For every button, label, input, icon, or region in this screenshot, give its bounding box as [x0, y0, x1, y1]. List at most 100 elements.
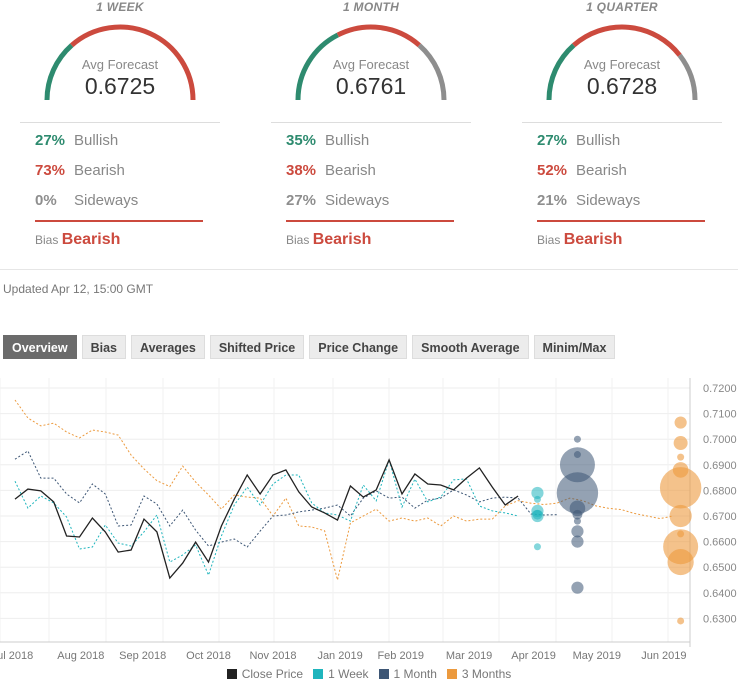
forecast-panel-1-month: 1 MONTH Avg Forecast 0.6761 35% Bullish 3…: [251, 0, 502, 270]
tab-shifted-price[interactable]: Shifted Price: [209, 335, 305, 359]
series-line-week: [14, 458, 519, 577]
sideways-label: Sideways: [325, 192, 390, 209]
panel-title: 1 QUARTER: [586, 0, 658, 14]
bullish-label: Bullish: [576, 132, 621, 149]
sideways-label: Sideways: [576, 192, 641, 209]
bearish-label: Bearish: [325, 162, 376, 179]
bearish-row: 38% Bearish: [286, 161, 376, 181]
x-tick-label: Jun 2019: [641, 650, 686, 662]
sideways-row: 21% Sideways: [537, 191, 640, 211]
avg-forecast-value: 0.6725: [84, 73, 156, 99]
y-tick-label: 0.6900: [703, 460, 737, 472]
forecast-bubble-month: [571, 525, 584, 538]
bearish-pct: 73%: [35, 162, 66, 179]
forecast-bubble-month: [556, 472, 599, 514]
bearish-row: 73% Bearish: [35, 161, 125, 181]
sideways-row: 27% Sideways: [286, 191, 389, 211]
tab-overview[interactable]: Overview: [3, 335, 77, 359]
bullish-label: Bullish: [325, 132, 370, 149]
sideways-pct: 21%: [537, 192, 568, 209]
series-line-close: [14, 458, 519, 580]
updated-timestamp: Updated Apr 12, 15:00 GMT: [3, 282, 154, 296]
bearish-arc: [336, 24, 421, 48]
tab-minim-max[interactable]: Minim/Max: [533, 335, 616, 359]
tab-price-change[interactable]: Price Change: [309, 335, 408, 359]
chart-legend: Close Price 1 Week 1 Month 3 Months: [0, 667, 738, 681]
legend-item-close[interactable]: Close Price: [226, 667, 304, 681]
bias-label: Bias: [286, 233, 310, 247]
bullish-arc: [44, 43, 74, 101]
y-tick-label: 0.6500: [703, 562, 737, 574]
forecast-bubble-months3: [667, 548, 694, 576]
sentiment-gauge: [44, 24, 196, 101]
section-divider: [0, 269, 738, 270]
avg-forecast-label: Avg Forecast: [81, 57, 159, 72]
tab-smooth-average[interactable]: Smooth Average: [412, 335, 529, 359]
x-tick-label: Jul 2018: [0, 650, 33, 662]
x-tick-label: Apr 2019: [511, 650, 556, 662]
bias-underline: [286, 220, 454, 222]
legend-label: Close Price: [241, 667, 304, 681]
sideways-arc: [417, 43, 447, 101]
sideways-arc: [677, 53, 698, 101]
x-tick-label: Sep 2018: [119, 650, 166, 662]
series-line-months3: [14, 399, 673, 581]
x-tick-label: Nov 2018: [249, 650, 296, 662]
y-tick-label: 0.7200: [703, 383, 737, 395]
series-line-month: [14, 450, 557, 548]
forecast-chart: 0.7200 0.7100 0.7000 0.6900 0.6800 0.6700 0.66…: [0, 378, 737, 662]
forecast-bubble-month: [573, 435, 581, 443]
x-tick-label: Jan 2019: [317, 650, 362, 662]
sentiment-gauge: [295, 24, 447, 101]
y-tick-label: 0.6600: [703, 537, 737, 549]
forecast-bubble-month: [573, 517, 581, 525]
bearish-pct: 52%: [537, 162, 568, 179]
forecast-bubble-week: [531, 486, 544, 500]
legend-item-month[interactable]: 1 Month: [378, 667, 437, 681]
forecast-panel-1-week: 1 WEEK Avg Forecast 0.6725 27% Bullish 73…: [0, 0, 251, 270]
bias-value: Bearish: [312, 231, 372, 248]
y-tick-label: 0.6300: [703, 613, 737, 625]
bearish-arc: [70, 24, 196, 101]
bullish-label: Bullish: [74, 132, 119, 149]
panel-title: 1 MONTH: [342, 0, 400, 14]
forecast-bubble-months3: [669, 504, 692, 528]
bearish-label: Bearish: [576, 162, 627, 179]
x-tick-label: Feb 2019: [377, 650, 423, 662]
sideways-row: 0% Sideways: [35, 191, 138, 211]
legend-swatch: [313, 669, 324, 679]
y-tick-label: 0.6400: [703, 588, 737, 600]
chart-tabs: Overview Bias Averages Shifted Price Price C…: [3, 335, 616, 359]
bearish-row: 52% Bearish: [537, 161, 627, 181]
avg-forecast-label: Avg Forecast: [332, 57, 410, 72]
forecast-bubble-months3: [677, 453, 685, 461]
legend-swatch: [378, 669, 389, 679]
sideways-pct: 27%: [286, 192, 317, 209]
avg-forecast-label: Avg Forecast: [583, 57, 661, 72]
forecast-bubble-week: [531, 509, 544, 523]
y-tick-label: 0.7000: [703, 434, 737, 446]
sideways-pct: 0%: [35, 192, 57, 209]
sentiment-gauge: [546, 24, 698, 101]
bearish-pct: 38%: [286, 162, 317, 179]
forecast-bubble-month: [571, 535, 584, 548]
tab-averages[interactable]: Averages: [131, 335, 205, 359]
forecast-bubble-month: [572, 509, 583, 520]
bias-value: Bearish: [563, 231, 623, 248]
forecast-bubble-week: [533, 495, 541, 503]
forecast-bubble-months3: [673, 436, 688, 451]
bias: Bias Bearish: [537, 231, 622, 249]
bias-value: Bearish: [61, 231, 121, 248]
bullish-row: 27% Bullish: [537, 131, 620, 151]
forecast-bubble-month: [559, 447, 595, 483]
divider: [20, 122, 220, 123]
x-tick-label: Mar 2019: [446, 650, 492, 662]
x-tick-label: Oct 2018: [186, 650, 231, 662]
forecast-bubble-months3: [674, 416, 687, 429]
tab-bias[interactable]: Bias: [81, 335, 126, 359]
divider: [271, 122, 471, 123]
legend-item-week[interactable]: 1 Week: [313, 667, 369, 681]
legend-item-months3[interactable]: 3 Months: [446, 667, 511, 681]
legend-label: 1 Month: [393, 667, 437, 681]
bias-underline: [35, 220, 203, 222]
